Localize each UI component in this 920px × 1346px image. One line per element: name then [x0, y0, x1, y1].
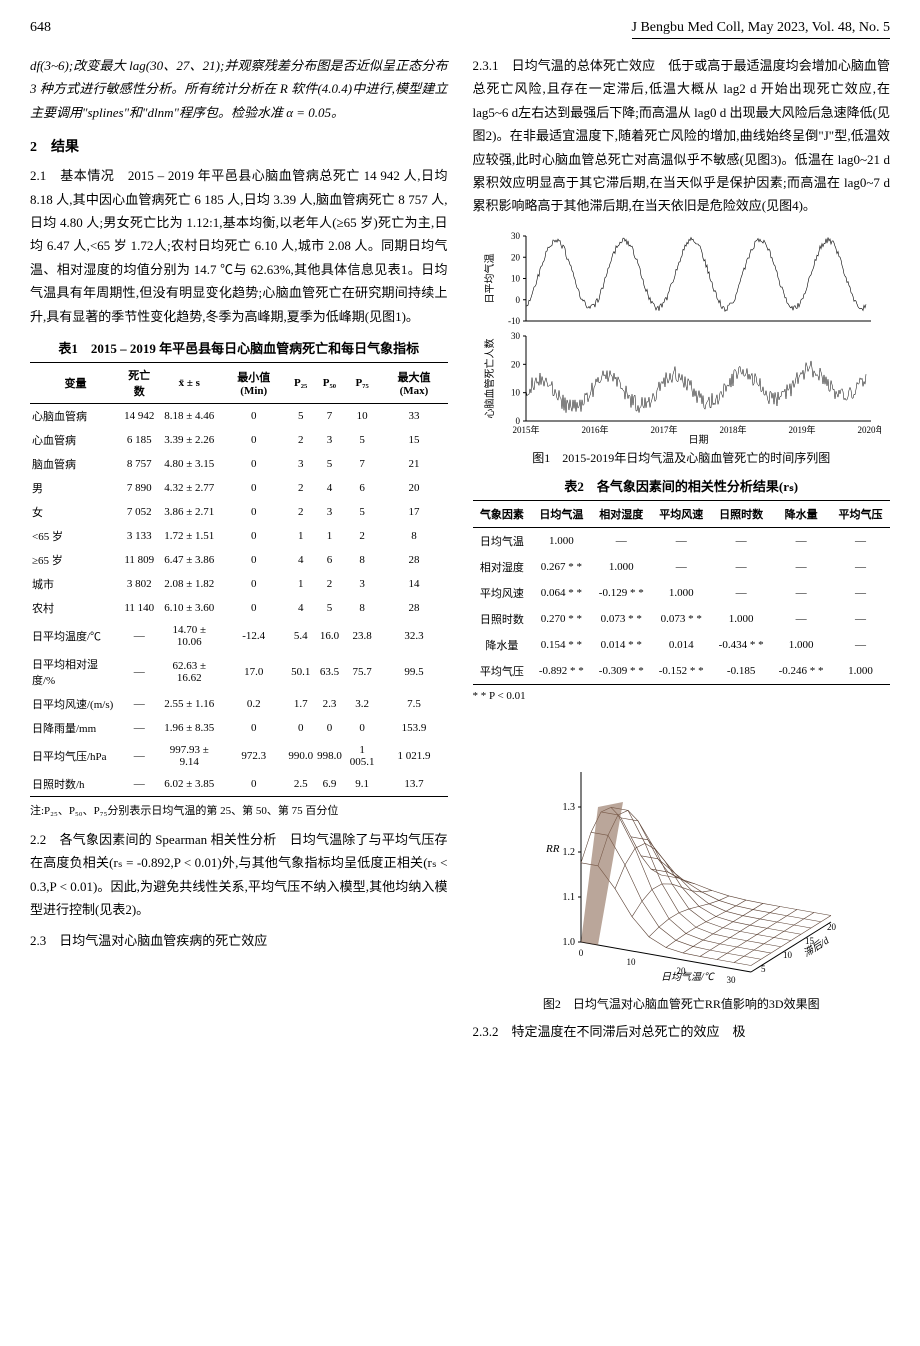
table1-title: 表1 2015 – 2019 年平邑县每日心脑血管病死亡和每日气象指标	[30, 338, 448, 357]
table-row: ≥65 岁11 8096.47 ± 3.86046828	[30, 548, 448, 572]
table-row: 心脑血管病14 9428.18 ± 4.460571033	[30, 403, 448, 428]
table-header: 日均气温	[531, 500, 591, 527]
svg-text:30: 30	[727, 975, 737, 985]
table-header: 气象因素	[473, 500, 532, 527]
table-row: 女7 0523.86 ± 2.71023517	[30, 500, 448, 524]
svg-text:10: 10	[511, 387, 521, 397]
svg-text:30: 30	[511, 331, 521, 341]
svg-text:1.1: 1.1	[563, 892, 576, 903]
journal-info: J Bengbu Med Coll, May 2023, Vol. 48, No…	[632, 20, 891, 39]
table-header: 相对湿度	[591, 500, 651, 527]
table-1: 变量死亡数x̄ ± s最小值 (Min)P₂₅P₅₀P₇₅最大值 (Max) 心…	[30, 362, 448, 797]
table-row: 农村11 1406.10 ± 3.60045828	[30, 596, 448, 620]
svg-text:2017年: 2017年	[651, 424, 678, 435]
table-header: x̄ ± s	[157, 362, 221, 403]
table-2: 气象因素日均气温相对湿度平均风速日照时数降水量平均气压 日均气温1.000———…	[473, 500, 891, 685]
svg-text:2016年: 2016年	[582, 424, 609, 435]
table-header: 死亡数	[121, 362, 157, 403]
svg-text:1.2: 1.2	[563, 847, 576, 858]
table-row: 日均气温1.000—————	[473, 527, 891, 554]
figure-2-caption: 图2 日均气温对心脑血管死亡RR值影响的3D效果图	[473, 995, 891, 1012]
table-row: 日照时数/h—6.02 ± 3.8502.56.99.113.7	[30, 772, 448, 797]
page-number: 648	[30, 20, 51, 39]
svg-text:1.0: 1.0	[563, 937, 576, 948]
table-header: 降水量	[771, 500, 831, 527]
table-header: P₇₅	[344, 362, 381, 403]
svg-text:5: 5	[761, 964, 766, 974]
para-2-3-1: 2.3.1 日均气温的总体死亡效应 低于或高于最适温度均会增加心脑血管总死亡风险…	[473, 54, 891, 218]
table-row: 男7 8904.32 ± 2.77024620	[30, 476, 448, 500]
svg-text:2020年: 2020年	[858, 424, 882, 435]
svg-text:20: 20	[511, 359, 521, 369]
table-header: P₅₀	[315, 362, 344, 403]
svg-text:10: 10	[783, 950, 793, 960]
para-2-1: 2.1 基本情况 2015 – 2019 年平邑县心脑血管病总死亡 14 942…	[30, 164, 448, 328]
svg-text:日平均气温: 日平均气温	[483, 253, 496, 303]
table-header: 变量	[30, 362, 121, 403]
svg-text:10: 10	[627, 957, 637, 967]
table-row: 相对湿度0.267 * *1.000————	[473, 554, 891, 580]
para-2-3-2: 2.3.2 特定温度在不同滞后对总死亡的效应 极	[473, 1020, 891, 1043]
table-header: 平均风速	[651, 500, 711, 527]
svg-text:1.3: 1.3	[563, 802, 576, 813]
table-row: 城市3 8022.08 ± 1.82012314	[30, 572, 448, 596]
para-2-2: 2.2 各气象因素间的 Spearman 相关性分析 日均气温除了与平均气压存在…	[30, 828, 448, 922]
svg-text:2019年: 2019年	[789, 424, 816, 435]
para-2-3: 2.3 日均气温对心脑血管疾病的死亡效应	[30, 929, 448, 952]
table-row: 平均风速0.064 * *-0.129 * *1.000———	[473, 580, 891, 606]
svg-text:RR: RR	[545, 843, 560, 855]
table-header: P₂₅	[286, 362, 315, 403]
table-row: 日平均风速/(m/s)—2.55 ± 1.160.21.72.33.27.5	[30, 692, 448, 716]
table2-note: * * P < 0.01	[473, 690, 891, 702]
table-row: 降水量0.154 * *0.014 * *0.014-0.434 * *1.00…	[473, 632, 891, 658]
svg-text:2018年: 2018年	[720, 424, 747, 435]
svg-text:2015年: 2015年	[513, 424, 540, 435]
svg-text:20: 20	[827, 922, 837, 932]
table-row: 心血管病6 1853.39 ± 2.26023515	[30, 428, 448, 452]
svg-text:日期: 日期	[689, 434, 709, 446]
svg-text:30: 30	[511, 231, 521, 241]
table-header: 平均气压	[831, 500, 890, 527]
table-row: 日照时数0.270 * *0.073 * *0.073 * *1.000——	[473, 606, 891, 632]
table2-title: 表2 各气象因素间的相关性分析结果(rₛ)	[473, 476, 891, 495]
figure-1-caption: 图1 2015-2019年日均气温及心脑血管死亡的时间序列图	[473, 449, 891, 466]
svg-text:心脑血管死亡人数: 心脑血管死亡人数	[483, 338, 496, 418]
figure-1: -100102030日平均气温0102030心脑血管死亡人数2015年2016年…	[473, 226, 891, 466]
svg-text:日均气温/℃: 日均气温/℃	[661, 971, 716, 983]
svg-text:10: 10	[511, 273, 521, 283]
svg-text:0: 0	[516, 294, 521, 304]
section-results: 2 结果	[30, 136, 448, 156]
table-row: <65 岁3 1331.72 ± 1.5101128	[30, 524, 448, 548]
svg-text:-10: -10	[508, 316, 520, 326]
table-row: 日平均温度/℃—14.70 ± 10.06-12.45.416.023.832.…	[30, 620, 448, 652]
table-header: 最小值 (Min)	[221, 362, 286, 403]
table-header: 最大值 (Max)	[380, 362, 447, 403]
table1-note: 注:P₂₅、P₅₀、P₇₅分别表示日均气温的第 25、第 50、第 75 百分位	[30, 802, 448, 818]
table-row: 日平均气压/hPa—997.93 ± 9.14972.3990.0998.01 …	[30, 740, 448, 772]
figure-2: 1.01.11.21.3RR0102030日均气温/℃5101520滞后/d 图…	[473, 712, 891, 1012]
svg-text:20: 20	[511, 252, 521, 262]
table-header: 日照时数	[711, 500, 771, 527]
svg-text:0: 0	[579, 948, 584, 958]
table-row: 平均气压-0.892 * *-0.309 * *-0.152 * *-0.185…	[473, 658, 891, 685]
table-row: 日降雨量/mm—1.96 ± 8.350000153.9	[30, 716, 448, 740]
table-row: 脑血管病8 7574.80 ± 3.15035721	[30, 452, 448, 476]
para-methods-cont: df(3~6);改变最大 lag(30、27、21);并观察残差分布图是否近似呈…	[30, 54, 448, 124]
table-row: 日平均相对湿度/%—62.63 ± 16.6217.050.163.575.79…	[30, 652, 448, 692]
